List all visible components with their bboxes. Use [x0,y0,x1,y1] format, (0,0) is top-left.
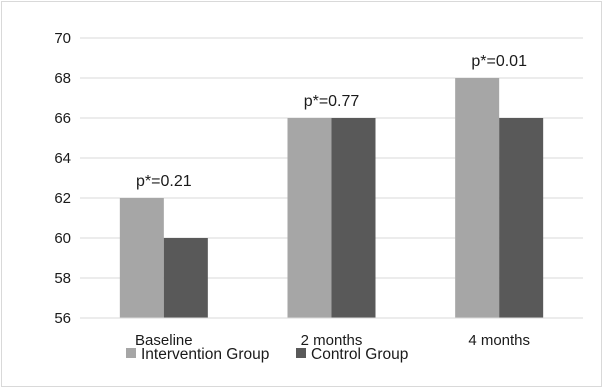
y-tick-label: 56 [54,310,71,327]
legend-label: Control Group [311,346,408,363]
p-value-label: p*=0.21 [136,173,192,190]
p-value-label: p*=0.77 [304,93,360,110]
bars [119,78,544,318]
legend-swatch [126,348,136,358]
p-value-annotations: p*=0.21 p*=0.77 p*=0.01 [136,53,527,190]
y-tick-label: 70 [54,30,71,47]
bar-control [499,118,544,318]
bar-control [163,238,208,318]
legend-swatch [296,348,306,358]
y-tick-label: 62 [54,190,71,207]
legend: Intervention Group Control Group [126,346,408,363]
x-tick-label: 2 months [301,332,363,349]
legend-label: Intervention Group [141,346,269,363]
x-tick-label: Baseline [135,332,193,349]
y-tick-label: 66 [54,110,71,127]
bar-intervention [455,78,500,318]
y-tick-label: 68 [54,70,71,87]
y-axis-tick-labels: 56 58 60 62 64 66 68 70 [54,30,71,327]
x-axis-tick-labels: Baseline 2 months 4 months [135,332,530,349]
p-value-label: p*=0.01 [471,53,527,70]
y-tick-label: 64 [54,150,71,167]
y-tick-label: 58 [54,270,71,287]
bar-intervention [119,198,164,318]
bar-control [331,118,376,318]
y-tick-label: 60 [54,230,71,247]
x-tick-label: 4 months [468,332,530,349]
bar-intervention [287,118,332,318]
